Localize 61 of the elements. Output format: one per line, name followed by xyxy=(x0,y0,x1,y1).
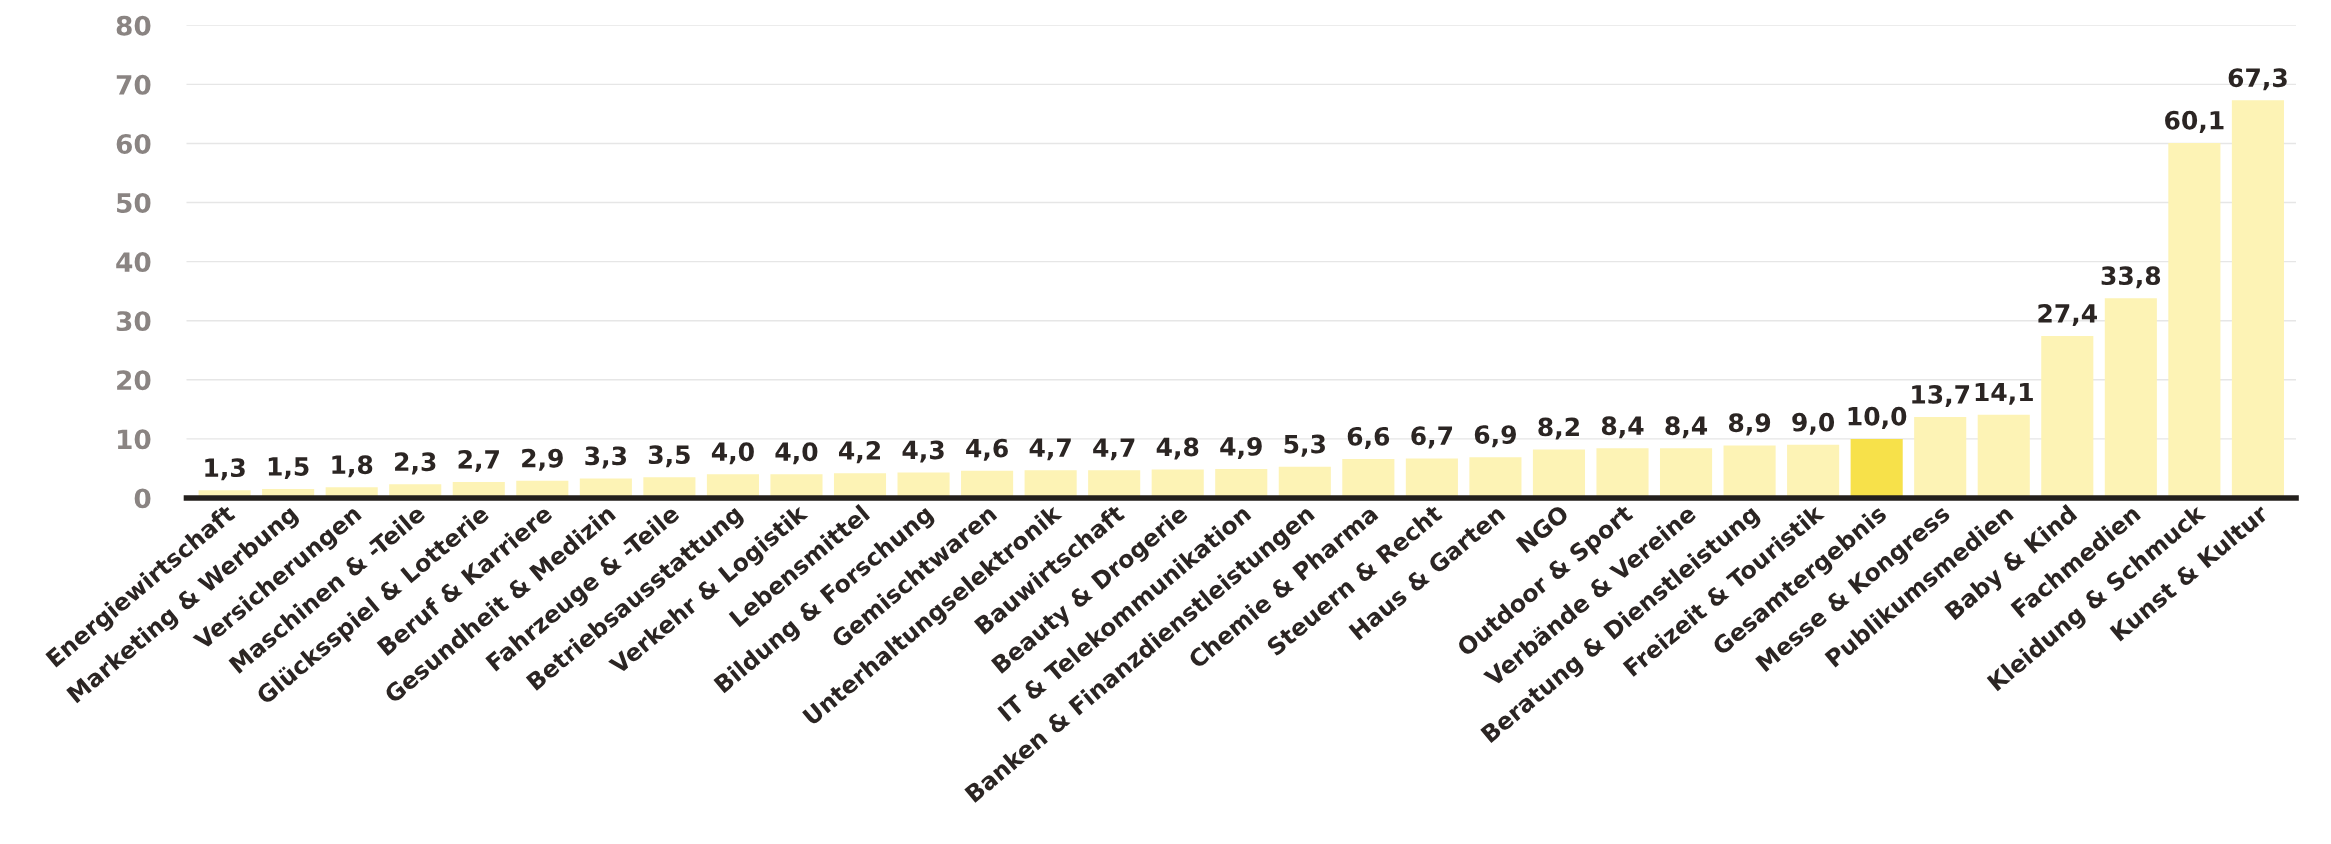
bar xyxy=(770,474,823,498)
data-label: 4,0 xyxy=(711,442,754,465)
bar xyxy=(1787,444,1840,498)
data-label: 6,9 xyxy=(1474,425,1516,448)
data-label: 4,7 xyxy=(1029,438,1071,461)
data-label: 9,0 xyxy=(1792,412,1835,435)
bar xyxy=(2104,298,2157,498)
y-tick-label: 20 xyxy=(117,370,151,391)
data-label: 5,3 xyxy=(1284,434,1325,457)
bar xyxy=(1659,448,1713,498)
y-tick-label: 60 xyxy=(116,133,151,154)
data-label: 1,3 xyxy=(205,458,245,481)
data-label: 8,4 xyxy=(1601,416,1644,439)
y-tick-label: 50 xyxy=(117,193,151,213)
bar xyxy=(1850,438,1903,498)
bar xyxy=(1723,445,1776,498)
data-label: 3,3 xyxy=(585,446,627,469)
bar xyxy=(2168,142,2221,498)
data-label: 10,0 xyxy=(1848,406,1907,429)
bar xyxy=(1596,448,1649,498)
data-label: 4,3 xyxy=(902,440,944,463)
data-label: 33,8 xyxy=(2101,266,2161,289)
data-label: 4,8 xyxy=(1156,437,1199,460)
y-tick-label: 30 xyxy=(116,311,151,332)
bar xyxy=(1914,417,1967,498)
bar xyxy=(1088,470,1141,498)
bar xyxy=(1532,449,1586,498)
data-label: 3,5 xyxy=(648,445,690,468)
data-label: 8,9 xyxy=(1728,413,1771,436)
data-label: 8,2 xyxy=(1538,417,1579,440)
data-label: 2,7 xyxy=(458,449,499,473)
bar xyxy=(1342,458,1395,498)
data-label: 6,6 xyxy=(1347,426,1390,449)
y-tick-label: 80 xyxy=(116,15,151,36)
data-label: 14,1 xyxy=(1975,382,2033,405)
bar xyxy=(1024,470,1077,498)
data-label: 4,2 xyxy=(839,441,880,464)
y-tick-label: 40 xyxy=(116,252,151,273)
data-label: 4,9 xyxy=(1220,436,1262,460)
data-label: 4,7 xyxy=(1093,438,1135,461)
data-label: 27,4 xyxy=(2038,303,2097,327)
bar xyxy=(2041,336,2094,498)
y-tick-label: 70 xyxy=(116,74,151,95)
data-label: 67,3 xyxy=(2228,68,2287,91)
data-label: 6,7 xyxy=(1411,426,1453,449)
bar xyxy=(1469,457,1522,498)
data-label: 2,3 xyxy=(395,452,436,475)
data-label: 13,7 xyxy=(1912,384,1970,408)
data-label: 4,0 xyxy=(775,442,818,465)
bar xyxy=(1405,458,1458,498)
y-tick-label: 0 xyxy=(134,488,151,509)
data-label: 1,8 xyxy=(332,455,373,478)
data-label: 60,1 xyxy=(2165,110,2224,133)
data-label: 4,6 xyxy=(966,438,1008,461)
data-label: 1,5 xyxy=(268,457,309,480)
bar xyxy=(1215,469,1268,498)
bar xyxy=(2231,100,2284,498)
y-tick-label: 10 xyxy=(118,429,151,450)
data-label: 8,4 xyxy=(1665,416,1708,439)
bar xyxy=(1977,414,2030,498)
data-label: 2,9 xyxy=(522,448,563,471)
